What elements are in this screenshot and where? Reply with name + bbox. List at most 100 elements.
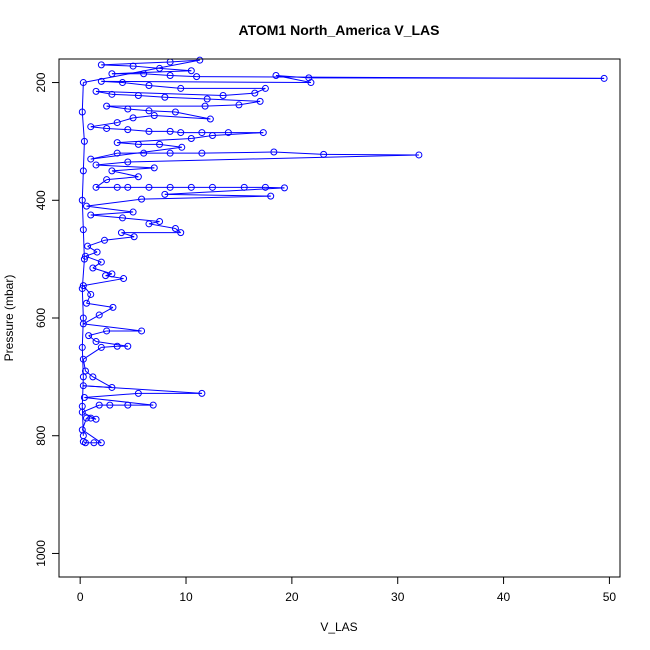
data-point [109,303,117,311]
x-tick-label: 0 [77,590,84,604]
series-line-segment [148,223,176,230]
data-point [235,101,243,109]
data-point [108,167,116,175]
series-line-segment [117,137,192,144]
data-point [81,252,89,260]
plot-frame [58,58,621,578]
data-point [95,401,103,409]
data-point [145,107,153,115]
data-point [103,102,111,110]
series-line-segment [86,302,114,308]
series-line-segment [96,161,128,166]
series-line-segment [205,104,239,107]
series-line-segment [84,396,154,406]
data-point [140,149,148,157]
series-line-segment [81,288,84,319]
data-point [129,62,137,70]
series-line-segment [87,245,98,253]
data-point [166,183,174,191]
data-point [171,108,179,116]
y-axis-label: Pressure (mbar) [2,275,16,362]
data-point [97,439,105,447]
series-line-segment [164,193,271,197]
data-point [78,285,86,293]
series-line-segment [101,80,311,84]
data-point [208,183,216,191]
series-line-segment [170,130,181,134]
data-point [124,183,132,191]
data-point [87,155,95,163]
data-point [78,108,86,116]
data-point [97,258,105,266]
x-tick-label: 20 [285,590,299,604]
series-line-segment [122,217,160,222]
series-line-segment [191,135,213,139]
data-point [97,343,105,351]
data-point [261,84,269,92]
data-point [134,91,142,99]
series-line-segment [86,198,142,207]
data-point [113,149,121,157]
data-point [79,355,87,363]
data-point [134,173,142,181]
data-point [80,393,88,401]
series-line-segment [133,115,155,119]
data-point [198,149,206,157]
data-point [97,61,105,69]
data-point [92,183,100,191]
data-point [80,255,88,263]
data-point [84,242,92,250]
series-line-segment [106,176,139,181]
series-line-segment [122,82,150,86]
series-line-segment [85,370,94,378]
data-point [87,414,95,422]
data-point [134,140,142,148]
series-line-segment [207,98,261,102]
x-axis-ticks: 0 10 20 30 40 50 [77,577,616,604]
data-point [79,382,87,390]
data-point [320,150,328,158]
series-line-segment [82,141,85,171]
series-line-segment [81,406,84,436]
series-line-segment [201,151,274,154]
data-point [198,389,206,397]
data-point [138,327,146,335]
series-line-segment [95,341,128,347]
data-point [149,401,157,409]
data-point [80,137,88,145]
data-point [161,93,169,101]
data-point [124,158,132,166]
data-point [187,67,195,75]
data-point [83,202,91,210]
y-tick-label: 400 [34,190,48,210]
data-point [267,192,275,200]
series-line-segment [92,376,113,388]
data-point [178,143,186,151]
series-line-segment [90,214,123,219]
data-point [124,342,132,350]
data-point [87,290,95,298]
series-line-segment [164,187,285,195]
series-line-segment [138,94,165,98]
series-line-segment [83,441,86,444]
series-line-segment [196,76,605,79]
data-point [89,373,97,381]
data-point [78,196,86,204]
x-axis-label: V_LAS [320,620,357,634]
series-line-segment [98,306,114,316]
data-point [124,401,132,409]
series-line-segment [148,110,176,113]
data-point [102,272,110,280]
data-point [600,74,608,82]
data-point [240,183,248,191]
data-point [113,342,121,350]
data-point [259,129,267,137]
series-line-segment [127,154,419,163]
data-point [270,148,278,156]
data-point [150,164,158,172]
series-line-segment [84,392,139,398]
data-point [92,87,100,95]
series-line-segment [83,385,112,388]
data-point [108,90,116,98]
data-point [89,264,97,272]
